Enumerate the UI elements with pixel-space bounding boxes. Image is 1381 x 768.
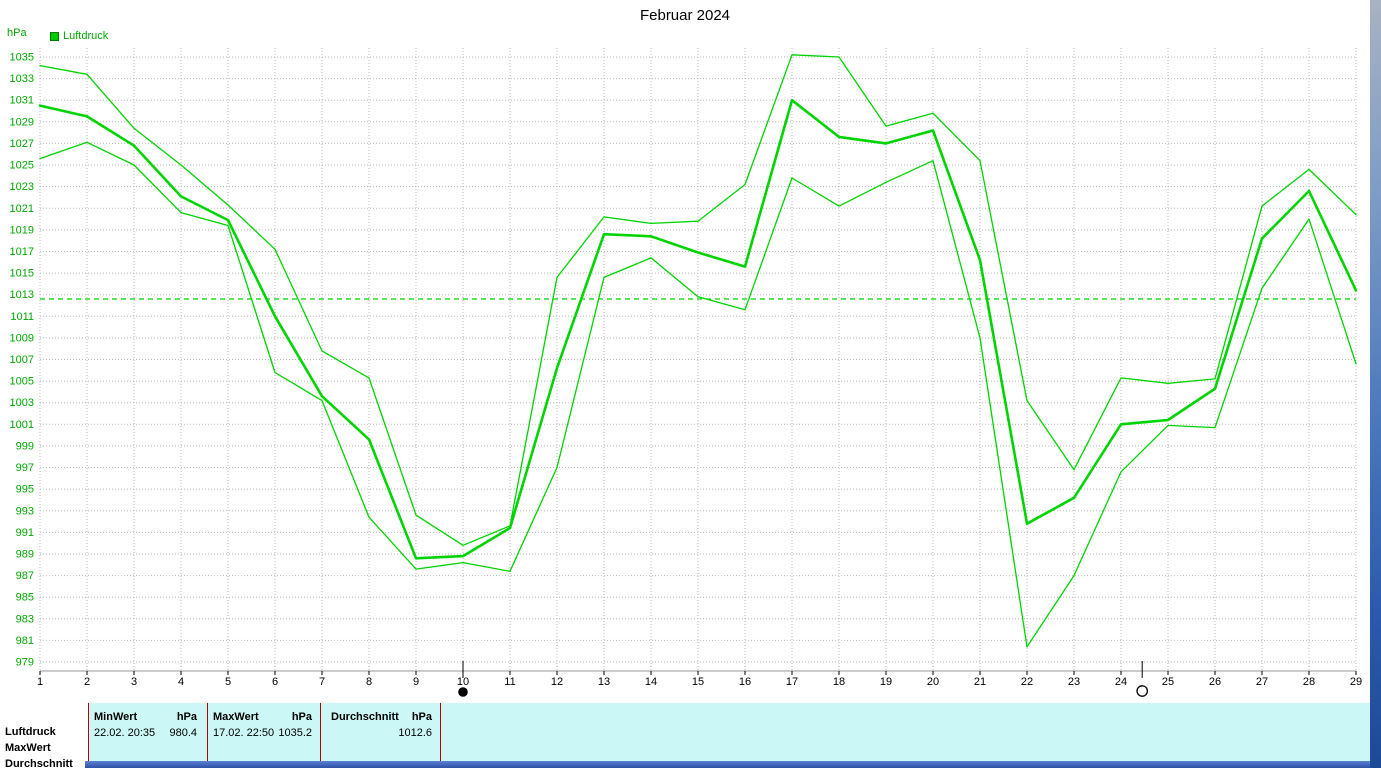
y-tick-label: 999 [16, 440, 34, 452]
max-datetime: 17.02. 22:50 [213, 727, 275, 739]
avg-header: Durchschnitt [331, 711, 399, 723]
series-minwert [39, 141, 1357, 648]
series-luftdruck [38, 98, 1358, 560]
full-moon-icon [1136, 685, 1149, 697]
max-value: 1035.2 [278, 727, 312, 739]
page-title: Februar 2024 [639, 7, 731, 24]
y-tick-label: 1021 [10, 203, 34, 215]
panel-divider [207, 703, 208, 768]
min-header: MinWert [94, 711, 138, 723]
curve-item-durchschnitt[interactable]: Durchschnitt [5, 758, 73, 768]
y-tick-label: 993 [16, 505, 34, 517]
x-tick-label: 28 [1303, 676, 1315, 688]
y-tick-label: 989 [16, 549, 34, 561]
y-axis-unit-label: hPa [7, 27, 27, 39]
y-tick-label: 1003 [10, 397, 34, 409]
x-tick-label: 18 [833, 676, 845, 688]
stats-panel: Luftdruck MaxWert Durchschnitt MinWert h… [0, 703, 1370, 768]
x-tick-label: 5 [225, 676, 231, 688]
y-tick-label: 1005 [10, 376, 34, 388]
panel-divider [440, 703, 441, 768]
legend: Luftdruck [50, 30, 108, 42]
y-tick-label: 1011 [10, 311, 34, 323]
x-tick-label: 15 [692, 676, 704, 688]
y-tick-label: 987 [16, 570, 34, 582]
y-tick-label: 1029 [10, 116, 34, 128]
legend-swatch-icon [50, 31, 59, 41]
x-tick-label: 12 [551, 676, 563, 688]
y-tick-label: 991 [16, 527, 34, 539]
x-tick-label: 17 [786, 676, 798, 688]
x-tick-label: 21 [974, 676, 986, 688]
max-stat: MaxWert hPa 17.02. 22:50 1035.2 [208, 703, 320, 768]
x-tick-label: 4 [178, 676, 184, 688]
x-tick-label: 7 [319, 676, 325, 688]
curve-list: Luftdruck MaxWert Durchschnitt [0, 703, 88, 768]
legend-label: Luftdruck [63, 30, 109, 42]
x-tick-label: 25 [1162, 676, 1174, 688]
min-value: 980.4 [169, 727, 197, 739]
background-window-bottom-edge [85, 761, 1370, 768]
y-tick-label: 1009 [10, 332, 34, 344]
y-tick-label: 1001 [10, 419, 34, 431]
min-stat: MinWert hPa 22.02. 20:35 980.4 [89, 703, 207, 768]
x-tick-label: 2 [84, 676, 90, 688]
x-tick-label: 27 [1256, 676, 1268, 688]
x-tick-label: 10 [457, 676, 469, 688]
x-tick-label: 6 [272, 676, 278, 688]
y-tick-label: 1035 [10, 52, 34, 64]
y-tick-label: 985 [16, 592, 34, 604]
x-tick-label: 16 [739, 676, 751, 688]
y-tick-label: 983 [16, 613, 34, 625]
y-tick-label: 1019 [10, 224, 34, 236]
y-tick-label: 1031 [10, 95, 34, 107]
x-tick-label: 3 [131, 676, 137, 688]
max-header: MaxWert [213, 711, 259, 723]
x-tick-label: 19 [880, 676, 892, 688]
panel-divider [320, 703, 321, 768]
y-tick-label: 1013 [10, 289, 34, 301]
panel-divider [88, 703, 89, 768]
y-tick-label: 1023 [10, 181, 34, 193]
new-moon-icon [458, 687, 468, 697]
x-tick-label: 24 [1115, 676, 1127, 688]
avg-unit: hPa [411, 711, 432, 723]
y-tick-label: 997 [16, 462, 34, 474]
avg-stat: Durchschnitt hPa 1012.6 [321, 703, 440, 768]
x-tick-label: 20 [927, 676, 939, 688]
curve-item-maxwert[interactable]: MaxWert [5, 742, 51, 754]
x-tick-label: 11 [504, 676, 515, 688]
x-tick-label: 26 [1209, 676, 1221, 688]
y-tick-label: 979 [16, 657, 34, 669]
y-tick-label: 1017 [10, 246, 34, 258]
curve-item-luftdruck[interactable]: Luftdruck [5, 726, 56, 738]
series-maxwert [39, 54, 1357, 546]
x-tick-label: 1 [37, 676, 43, 688]
y-tick-label: 995 [16, 484, 34, 496]
x-tick-label: 23 [1068, 676, 1080, 688]
y-tick-label: 1015 [10, 268, 34, 280]
avg-value: 1012.6 [398, 727, 432, 739]
y-tick-label: 981 [16, 635, 34, 647]
y-tick-label: 1027 [10, 138, 34, 150]
x-tick-label: 22 [1021, 676, 1033, 688]
x-tick-label: 9 [413, 676, 419, 688]
y-tick-label: 1033 [10, 73, 34, 85]
y-tick-label: 1007 [10, 354, 34, 366]
min-datetime: 22.02. 20:35 [94, 727, 156, 739]
x-tick-label: 13 [598, 676, 610, 688]
x-tick-label: 8 [366, 676, 372, 688]
x-tick-label: 14 [645, 676, 657, 688]
x-tick-label: 29 [1350, 676, 1362, 688]
min-unit: hPa [176, 711, 197, 723]
max-unit: hPa [291, 711, 312, 723]
y-tick-label: 1025 [10, 160, 34, 172]
pressure-line-chart: 1 2 3 4 5 6 7 8 9 10 11 12 13 14 15 16 17 18 19 20 21 22 23 24 2… [10, 48, 1362, 697]
background-window-right-edge [1370, 0, 1381, 768]
